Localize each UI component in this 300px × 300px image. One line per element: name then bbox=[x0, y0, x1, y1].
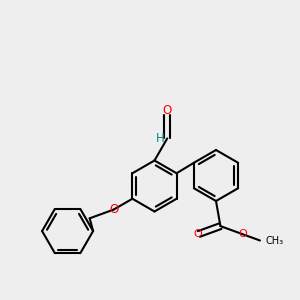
Text: O: O bbox=[193, 229, 202, 239]
Text: O: O bbox=[238, 229, 247, 239]
Text: O: O bbox=[109, 203, 118, 216]
Text: O: O bbox=[163, 104, 172, 118]
Text: H: H bbox=[156, 132, 165, 145]
Text: CH₃: CH₃ bbox=[266, 236, 284, 245]
